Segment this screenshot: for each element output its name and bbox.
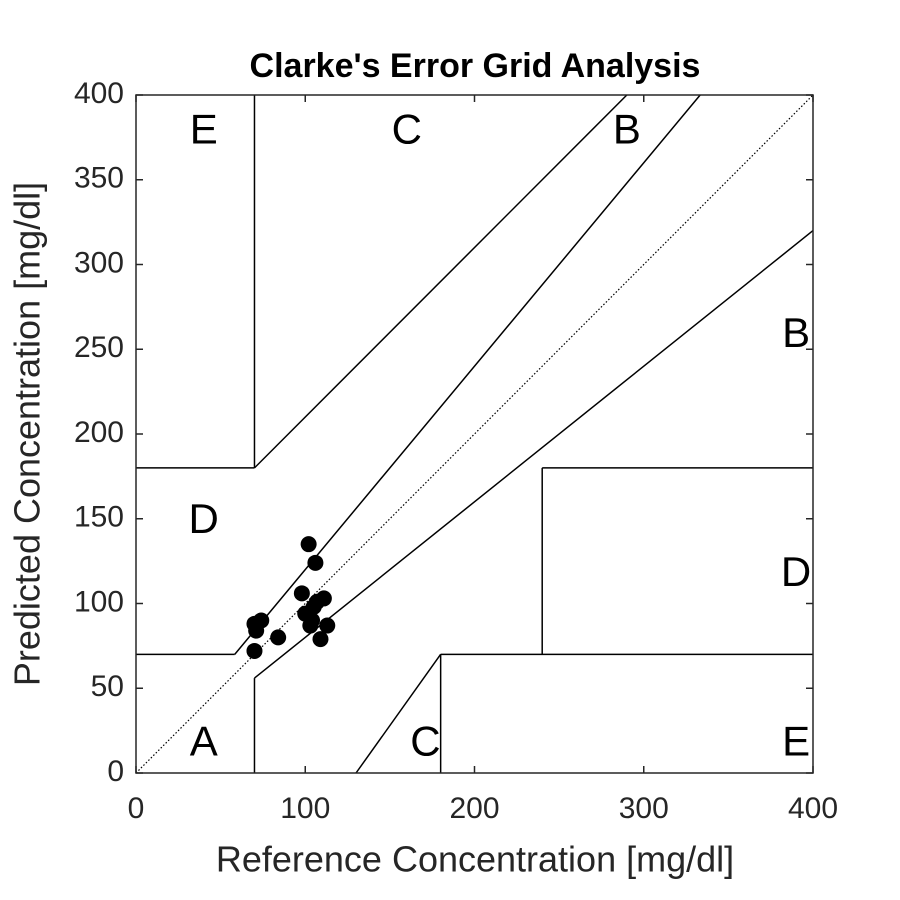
data-point (315, 590, 332, 607)
x-tick-label: 400 (788, 792, 838, 825)
y-tick-label: 300 (74, 246, 124, 279)
x-tick-label: 100 (280, 792, 330, 825)
y-axis-label: Predicted Concentration [mg/dl] (7, 182, 48, 686)
x-tick-label: 300 (619, 792, 669, 825)
x-tick-label: 0 (128, 792, 145, 825)
zone-label: E (782, 717, 810, 764)
zone-label: D (189, 495, 219, 542)
y-tick-label: 150 (74, 501, 124, 534)
zone-label: B (613, 105, 641, 152)
data-point (300, 536, 317, 553)
zone-line (135, 94, 814, 774)
data-point (319, 617, 336, 634)
y-tick-label: 50 (91, 670, 124, 703)
data-point (246, 642, 263, 659)
data-point (307, 554, 324, 571)
data-point (270, 629, 287, 646)
data-point (312, 631, 329, 648)
x-axis-label: Reference Concentration [mg/dl] (216, 839, 734, 880)
data-point (293, 585, 310, 602)
x-tick-label: 200 (449, 792, 499, 825)
zone-line (254, 230, 814, 679)
y-tick-label: 350 (74, 162, 124, 195)
zone-label: A (190, 717, 218, 764)
zone-line (253, 94, 628, 469)
y-tick-label: 200 (74, 416, 124, 449)
zone-line (355, 653, 442, 774)
zone-label: E (190, 105, 218, 152)
y-tick-label: 400 (74, 77, 124, 110)
y-tick-label: 0 (107, 755, 124, 788)
zone-label: D (781, 548, 811, 595)
y-tick-label: 100 (74, 585, 124, 618)
data-point (304, 612, 321, 629)
zone-label: B (782, 309, 810, 356)
data-point (253, 612, 270, 629)
y-tick-label: 250 (74, 331, 124, 364)
zone-label: C (410, 717, 440, 764)
chart-title: Clarke's Error Grid Analysis (250, 47, 701, 85)
zone-label: C (392, 105, 422, 152)
